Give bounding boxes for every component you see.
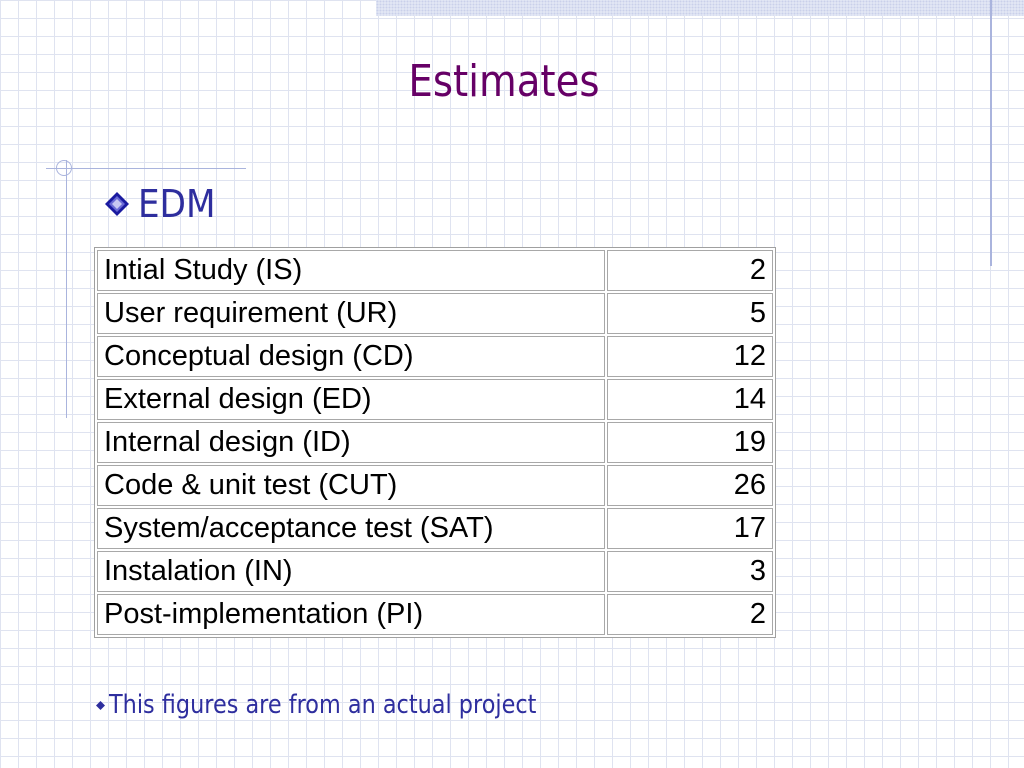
slide-title: Estimates [408, 56, 600, 107]
footnote: This figures are from an actual project [96, 690, 606, 720]
phase-label-cell: Post-implementation (PI) [97, 594, 605, 635]
phase-value-cell: 26 [607, 465, 773, 506]
table-row: Code & unit test (CUT) 26 [97, 465, 773, 506]
bullet-item: EDM [104, 182, 224, 226]
phase-label-cell: External design (ED) [97, 379, 605, 420]
phase-value-cell: 3 [607, 551, 773, 592]
phase-value-cell: 17 [607, 508, 773, 549]
phase-label-cell: User requirement (UR) [97, 293, 605, 334]
phase-value-cell: 12 [607, 336, 773, 377]
decorative-circle-icon [56, 160, 72, 176]
table-row: External design (ED) 14 [97, 379, 773, 420]
phase-value-cell: 14 [607, 379, 773, 420]
table-row: Internal design (ID) 19 [97, 422, 773, 463]
phase-value-cell: 5 [607, 293, 773, 334]
top-decorative-band [376, 0, 1024, 16]
estimates-table: Intial Study (IS) 2 User requirement (UR) 5… [94, 247, 776, 638]
table-row: Conceptual design (CD) 12 [97, 336, 773, 377]
phase-label-cell: Conceptual design (CD) [97, 336, 605, 377]
table-row: System/acceptance test (SAT) 17 [97, 508, 773, 549]
table-row: Instalation (IN) 3 [97, 551, 773, 592]
phase-value-cell: 19 [607, 422, 773, 463]
right-decorative-line [990, 0, 992, 266]
phase-label-cell: Instalation (IN) [97, 551, 605, 592]
phase-label-cell: Intial Study (IS) [97, 250, 605, 291]
bullet-label: EDM [138, 182, 216, 226]
phase-value-cell: 2 [607, 250, 773, 291]
left-decorative-line [66, 160, 67, 418]
footnote-text: This figures are from an actual project [109, 690, 537, 720]
left-decorative-hline [46, 168, 246, 169]
phase-label-cell: Code & unit test (CUT) [97, 465, 605, 506]
table-row: Post-implementation (PI) 2 [97, 594, 773, 635]
table-row: Intial Study (IS) 2 [97, 250, 773, 291]
phase-label-cell: System/acceptance test (SAT) [97, 508, 605, 549]
phase-label-cell: Internal design (ID) [97, 422, 605, 463]
small-diamond-icon [96, 700, 105, 710]
table-row: User requirement (UR) 5 [97, 293, 773, 334]
phase-value-cell: 2 [607, 594, 773, 635]
diamond-icon [105, 192, 129, 216]
